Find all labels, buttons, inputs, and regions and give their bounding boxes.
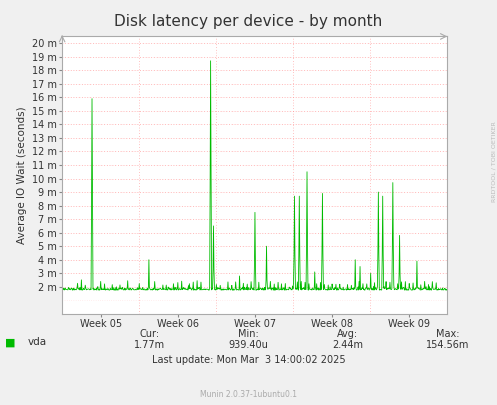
Text: 2.44m: 2.44m <box>332 340 363 350</box>
Text: 154.56m: 154.56m <box>425 340 469 350</box>
Text: Cur:: Cur: <box>139 329 159 339</box>
Text: 1.77m: 1.77m <box>134 340 165 350</box>
Text: Min:: Min: <box>238 329 259 339</box>
Text: ■: ■ <box>5 337 15 347</box>
Text: Last update: Mon Mar  3 14:00:02 2025: Last update: Mon Mar 3 14:00:02 2025 <box>152 355 345 364</box>
Text: Munin 2.0.37-1ubuntu0.1: Munin 2.0.37-1ubuntu0.1 <box>200 390 297 399</box>
Y-axis label: Average IO Wait (seconds): Average IO Wait (seconds) <box>17 107 27 244</box>
Text: Avg:: Avg: <box>337 329 358 339</box>
Text: Disk latency per device - by month: Disk latency per device - by month <box>114 14 383 29</box>
Text: 939.40u: 939.40u <box>229 340 268 350</box>
Text: vda: vda <box>27 337 46 347</box>
Text: Max:: Max: <box>435 329 459 339</box>
Text: RRDTOOL / TOBI OETIKER: RRDTOOL / TOBI OETIKER <box>491 122 496 202</box>
